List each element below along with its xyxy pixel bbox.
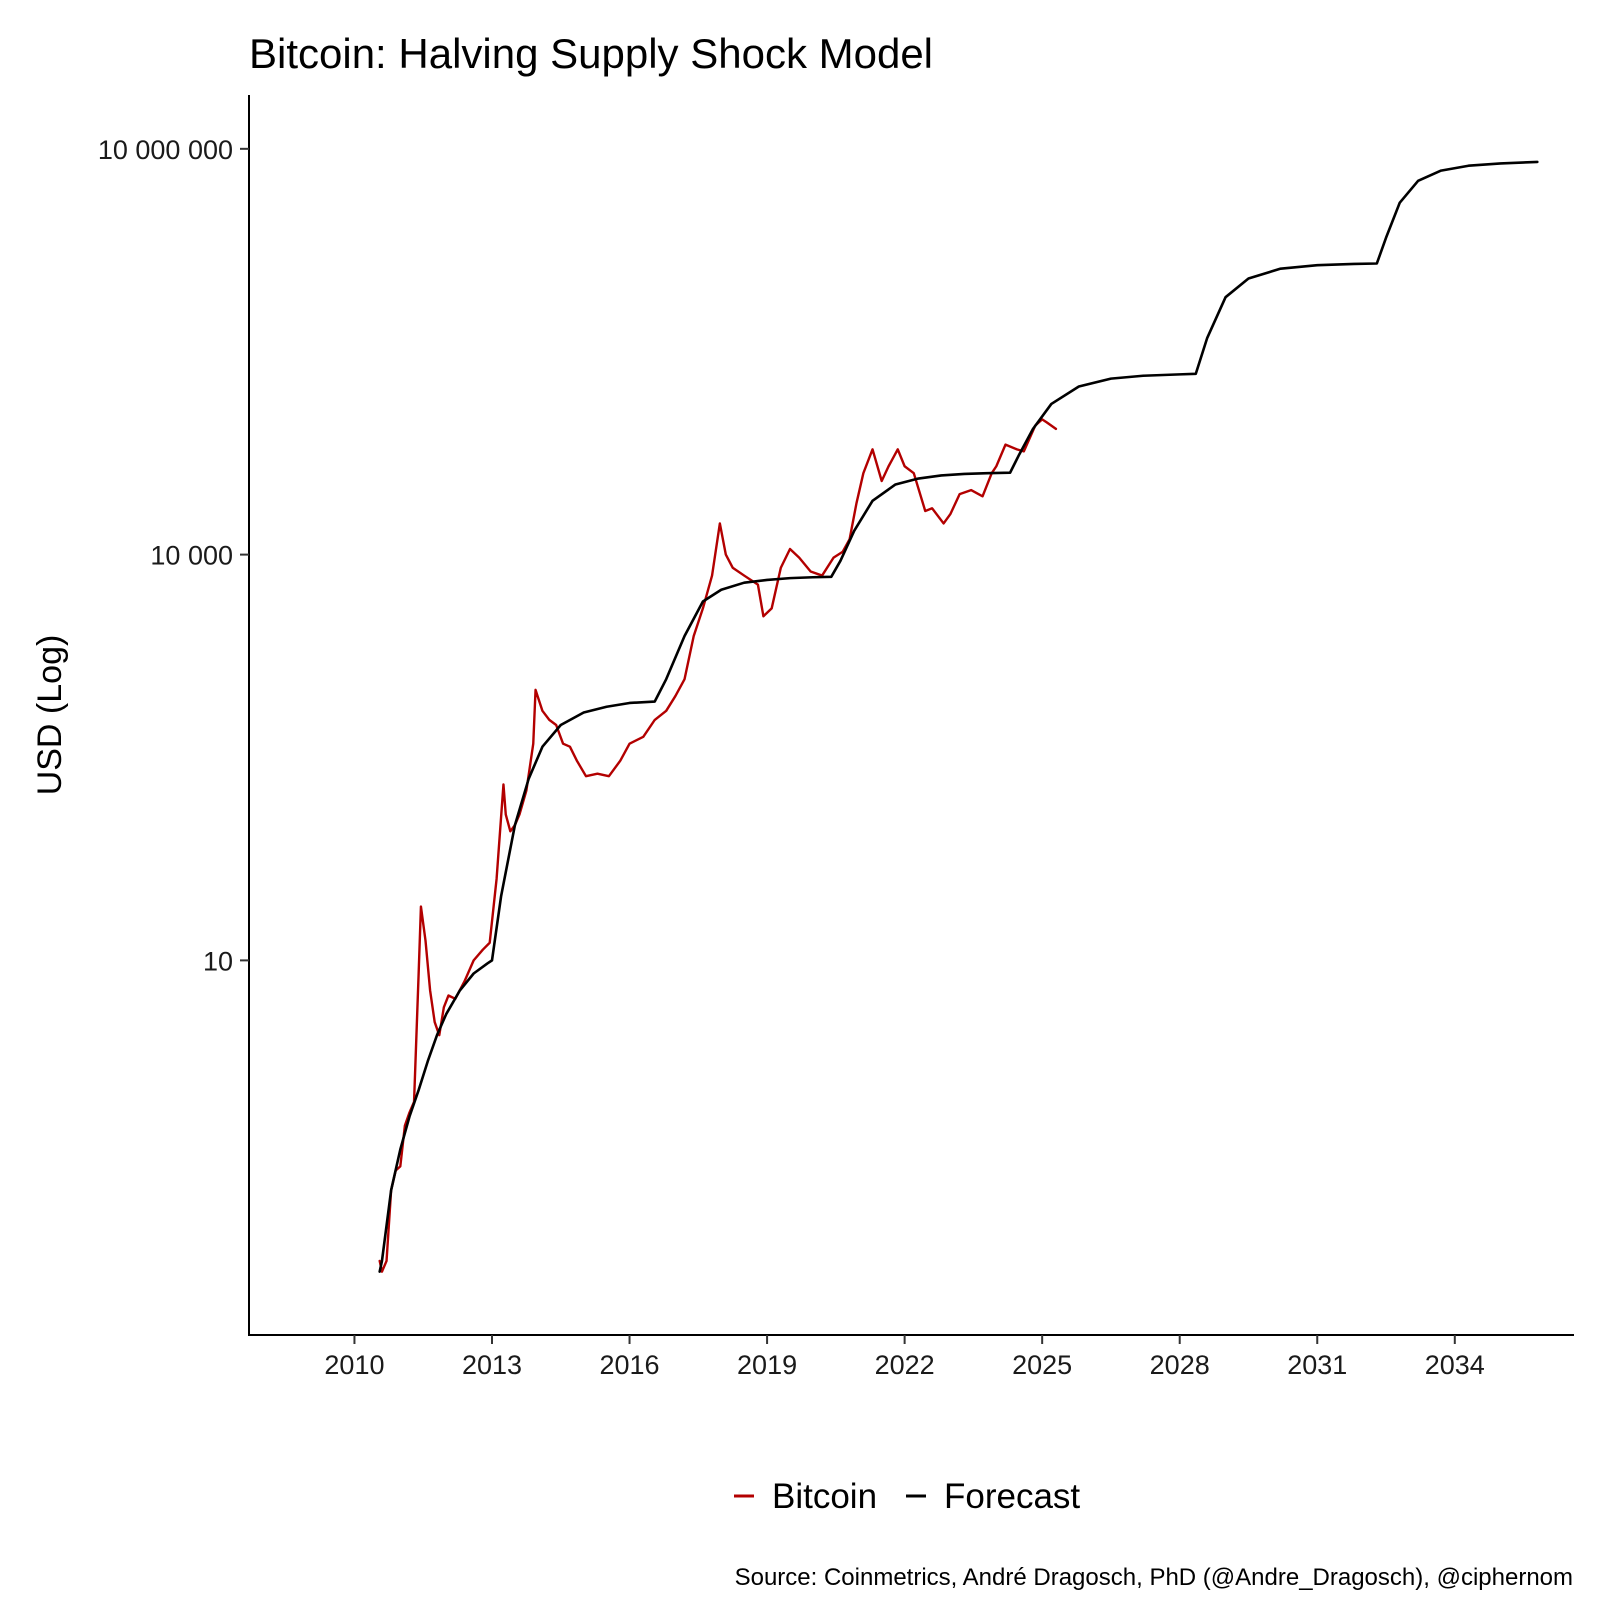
x-axis: 2010 2013 2016 2019 2022 2025 2028 2031 2034 [248, 1334, 1574, 1380]
series-line-forecast [378, 160, 1539, 1273]
y-tick-label: 10 000 000 [98, 135, 233, 165]
legend: Bitcoin Forecast [734, 1477, 1080, 1516]
x-tick-label: 2025 [1012, 1350, 1072, 1380]
y-tick-label: 10 000 [150, 541, 233, 571]
x-tick-label: 2010 [324, 1350, 384, 1380]
series-line-bitcoin [378, 418, 1058, 1273]
series-group [378, 160, 1539, 1273]
legend-label-bitcoin: Bitcoin [772, 1477, 877, 1516]
x-tick-label: 2022 [875, 1350, 935, 1380]
x-tick-label: 2016 [599, 1350, 659, 1380]
x-tick-label: 2031 [1287, 1350, 1347, 1380]
legend-label-forecast: Forecast [944, 1477, 1080, 1516]
x-tick-label: 2034 [1425, 1350, 1485, 1380]
x-tick-label: 2028 [1150, 1350, 1210, 1380]
chart-title: Bitcoin: Halving Supply Shock Model [249, 30, 933, 77]
y-tick-label: 10 [203, 946, 233, 976]
x-tick-label: 2013 [462, 1350, 522, 1380]
y-axis: 10 10 000 10 000 000 [98, 95, 250, 1335]
y-axis-title: USD (Log) [31, 635, 69, 796]
source-caption: Source: Coinmetrics, André Dragosch, PhD… [735, 1564, 1573, 1591]
x-tick-label: 2019 [737, 1350, 797, 1380]
